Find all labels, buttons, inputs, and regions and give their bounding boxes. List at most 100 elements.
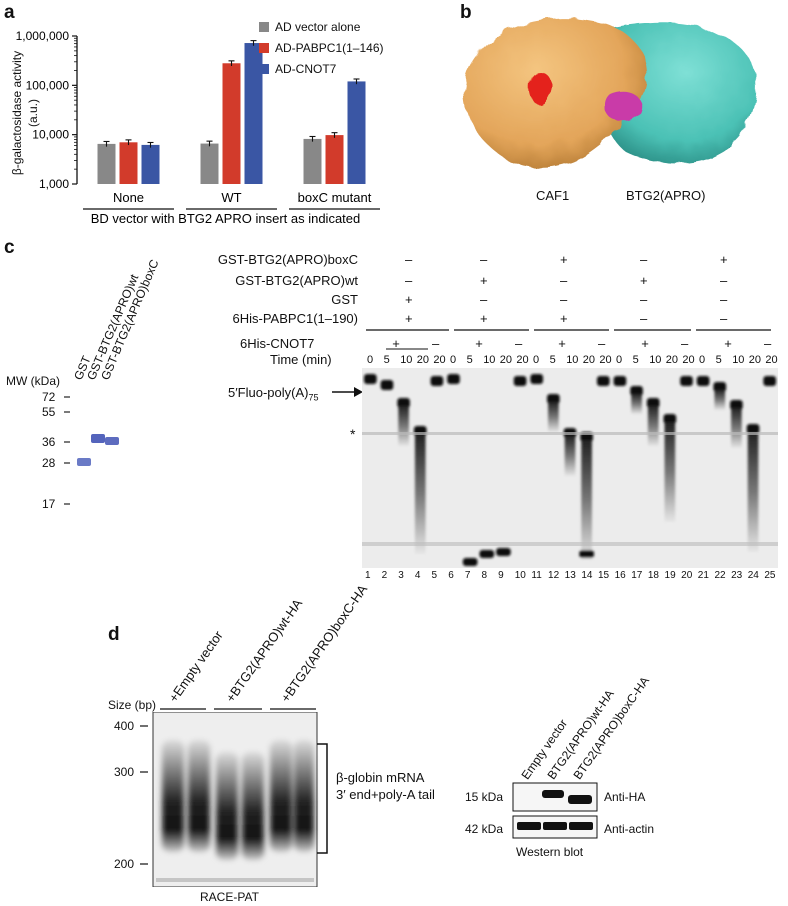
size-header: Size (bp) [108,698,157,712]
condition-value: – [560,292,568,307]
time-value: 10 [649,354,662,366]
wb-antibody-label: Anti-HA [604,790,646,804]
x-axis-label: BD vector with BTG2 APRO insert as indic… [91,211,361,226]
lane-number: 16 [614,570,626,581]
legend: AD vector alone AD-PABPC1(1–146) AD-CNOT… [259,16,384,79]
size-mark: 300 [114,765,135,779]
cnot7-value: + [392,336,400,351]
category-label: None [113,190,144,205]
time-value: 0 [533,354,540,366]
gel-smear [398,406,409,446]
gel-band [447,374,460,384]
time-value: 10 [566,354,579,366]
wb-kda-mark: 15 kDa [465,790,504,804]
asterisk-mark: * [350,426,356,442]
bar-chart: 1,000 10,000 100,000 1,000,000 None WT boxC mu… [16,29,380,226]
condition-row-label: 6His-PABPC1(1–190) [232,311,358,326]
gel-band [380,380,394,390]
condition-value: – [405,273,413,288]
cnot7-value: + [724,336,732,351]
condition-value: + [480,273,488,288]
legend-item: AD-PABPC1(1–146) [259,37,384,58]
size-mark: 400 [114,719,135,733]
mw-mark: 28 [42,456,56,470]
time-value: 20 [499,354,513,366]
lane-number: 6 [448,570,454,581]
time-label: Time (min) [270,352,332,367]
time-value: 20 [665,354,679,366]
time-value: 20 [582,354,596,366]
condition-value: – [640,292,648,307]
time-value: 5 [632,354,639,366]
gel-band [364,374,377,384]
wb-kda-mark: 42 kDa [465,822,504,836]
time-value: 5 [549,354,556,366]
bracket-label-line2: 3′ end+poly-A tail [336,787,435,802]
condition-value: – [560,273,568,288]
lane-number: 20 [681,570,693,581]
panel-b-letter: b [460,2,472,23]
gel-band [596,376,610,386]
lane-number: 7 [464,570,471,581]
race-lane-group-lines [160,708,316,710]
mw-header: MW (kDa) [6,374,60,388]
lane-number: 2 [381,570,388,581]
cnot7-value: + [641,336,649,351]
gel-band [663,414,677,424]
bar [347,81,366,184]
wb-caption: Western blot [516,845,584,859]
race-pat-gel [140,712,318,887]
cnot7-value: – [432,336,440,351]
gel-product-band [479,550,495,558]
coomassie-gel [64,396,119,505]
panel-c-letter: c [4,237,15,258]
gel-asterisk-band [362,432,778,435]
y-tick-label: 1,000 [39,177,69,191]
western-blot [512,782,598,839]
caf1-label: CAF1 [536,188,570,203]
condition-value: – [720,273,728,288]
lane-number: 18 [647,570,659,581]
condition-value: – [405,252,413,267]
condition-value: – [640,252,648,267]
time-value: 10 [483,354,496,366]
condition-value: + [720,252,728,267]
legend-item: AD-CNOT7 [259,58,384,79]
lane-number: 5 [431,570,438,581]
wb-antibody-label: Anti-actin [604,822,655,836]
cnot7-value: + [558,336,566,351]
legend-label: AD-CNOT7 [275,61,337,76]
y-tick-label: 100,000 [26,78,70,92]
bracket-label-line1: β-globin mRNA [336,770,425,785]
gel-band [763,376,776,386]
time-value: 5 [715,354,722,366]
condition-value: + [405,292,413,307]
bar [325,135,344,184]
legend-swatch [259,42,269,53]
lane-number: 14 [581,570,593,581]
gel-smear [414,434,426,554]
lane-number: 10 [514,570,526,581]
lane-number: 13 [564,570,576,581]
mw-mark: 55 [42,405,56,419]
cnot7-value: – [764,336,772,351]
time-value: 20 [516,354,529,366]
lane-number: 1 [365,570,371,581]
race-lane-label: +Empty vector [165,628,226,705]
gel-band [713,382,727,392]
condition-row-label: GST [331,292,358,307]
bracket [317,743,328,854]
gel-product-band [579,550,594,558]
legend-swatch [259,21,269,32]
gel-band [680,376,693,386]
gel-band [630,386,643,396]
time-value: 20 [416,354,430,366]
y-tick-label: 1,000,000 [16,29,70,43]
lane-number: 9 [498,570,504,581]
gel-smear [564,436,576,476]
gel-band [696,376,710,386]
gel-smear [714,390,726,410]
lane-number: 3 [398,570,404,581]
legend-item: AD vector alone [259,16,384,37]
bar [97,143,116,184]
